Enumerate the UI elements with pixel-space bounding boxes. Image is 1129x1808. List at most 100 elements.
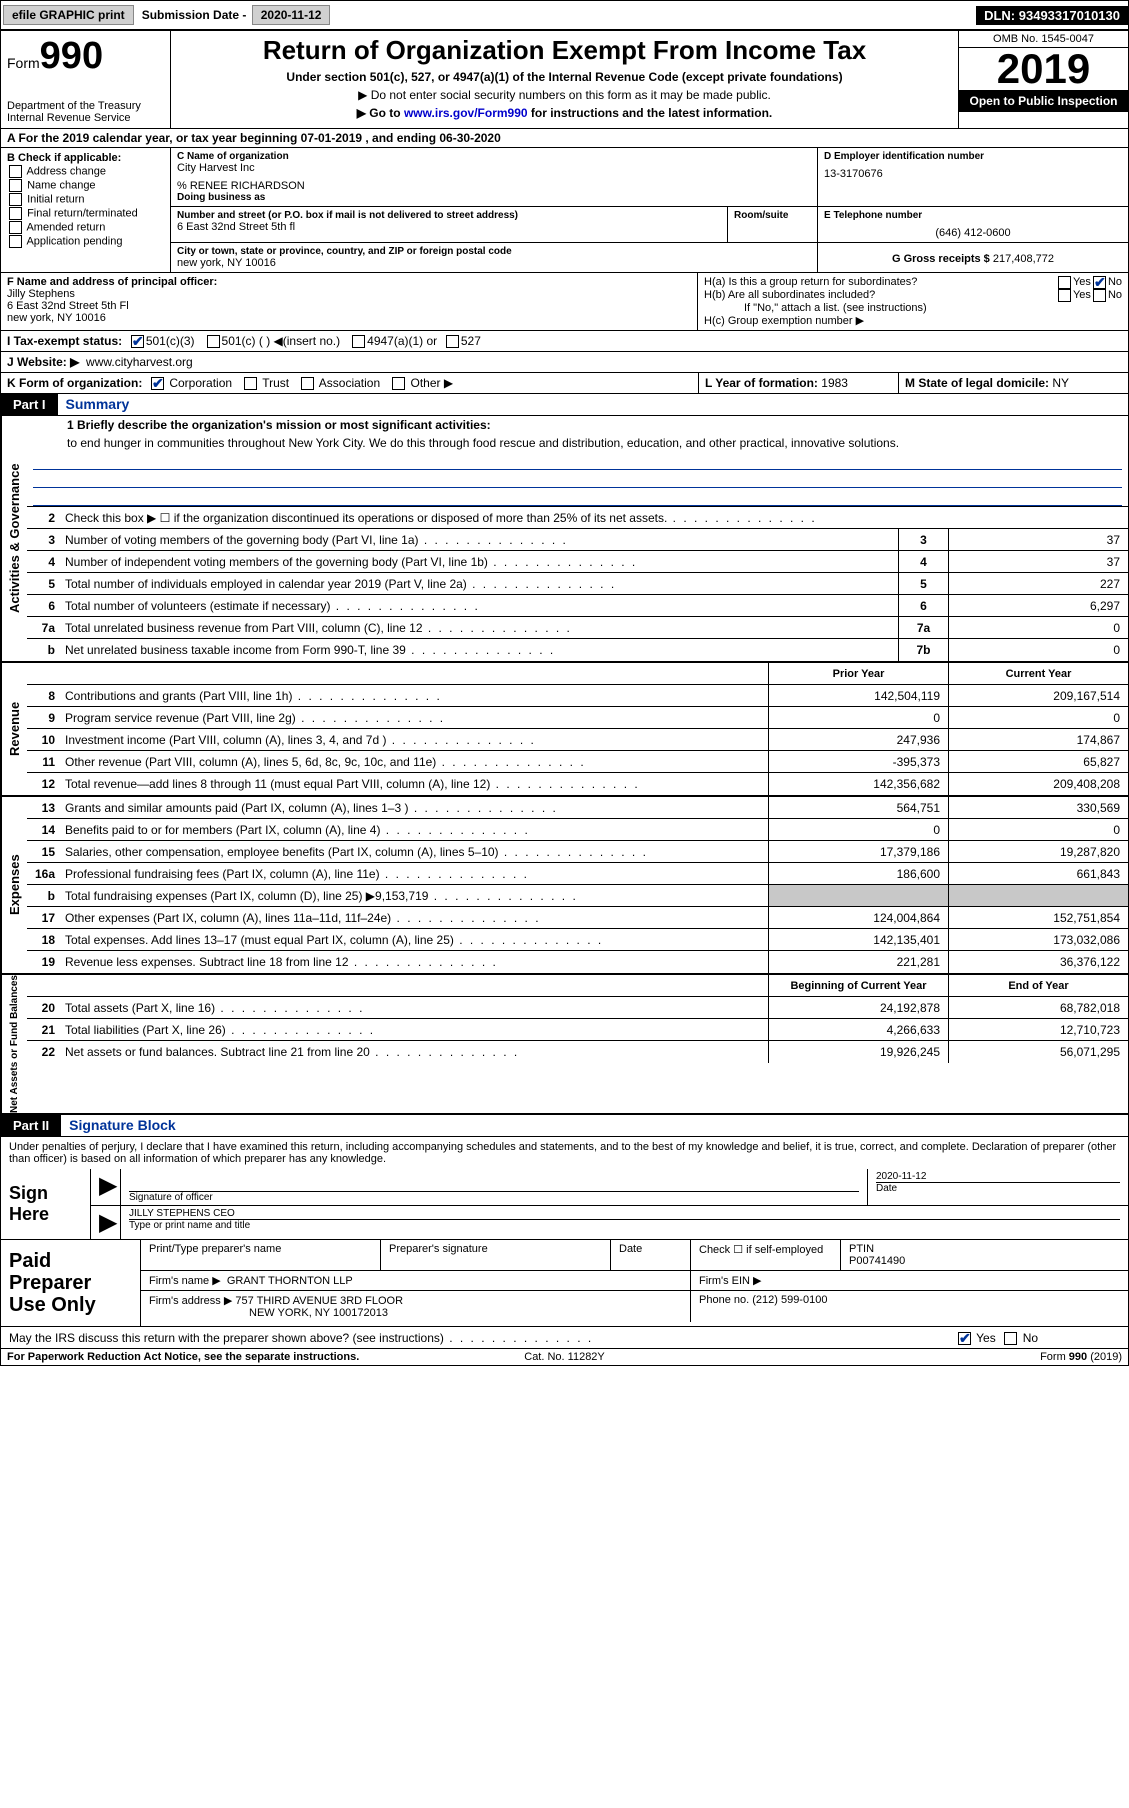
- table-row: 10Investment income (Part VIII, column (…: [27, 729, 1128, 751]
- table-row: bNet unrelated business taxable income f…: [27, 639, 1128, 661]
- firm-phone: (212) 599-0100: [752, 1294, 827, 1306]
- column-headers: Prior Year Current Year: [27, 663, 1128, 685]
- room-label: Room/suite: [734, 210, 811, 221]
- ptin-value: P00741490: [849, 1255, 905, 1267]
- table-row: bTotal fundraising expenses (Part IX, co…: [27, 885, 1128, 907]
- section-bcde: B Check if applicable: Address change Na…: [1, 148, 1128, 273]
- vtab-net-assets: Net Assets or Fund Balances: [1, 975, 27, 1113]
- officer-addr2: new york, NY 10016: [7, 312, 106, 324]
- table-row: 12Total revenue—add lines 8 through 11 (…: [27, 773, 1128, 795]
- paid-preparer-label: Paid Preparer Use Only: [1, 1240, 141, 1326]
- submission-label: Submission Date - 2020-11-12: [136, 1, 339, 29]
- revenue-section: Revenue Prior Year Current Year 8Contrib…: [1, 663, 1128, 797]
- paid-preparer-block: Paid Preparer Use Only Print/Type prepar…: [1, 1240, 1128, 1327]
- penalties-text: Under penalties of perjury, I declare th…: [1, 1137, 1128, 1169]
- name-title-label: Type or print name and title: [129, 1219, 1120, 1231]
- table-row: 22Net assets or fund balances. Subtract …: [27, 1041, 1128, 1063]
- part-2-header: Part IISignature Block: [1, 1115, 1128, 1137]
- top-bar: efile GRAPHIC print Submission Date - 20…: [0, 0, 1129, 30]
- ein-label: D Employer identification number: [824, 151, 1122, 162]
- table-row: 6Total number of volunteers (estimate if…: [27, 595, 1128, 617]
- phone-label: E Telephone number: [824, 210, 1122, 221]
- firm-ein-label: Firm's EIN ▶: [691, 1271, 1128, 1290]
- firm-addr1: 757 THIRD AVENUE 3RD FLOOR: [235, 1295, 403, 1307]
- footer: For Paperwork Reduction Act Notice, see …: [1, 1349, 1128, 1365]
- form-number: Form990: [7, 35, 164, 78]
- officer-sig-name: JILLY STEPHENS CEO: [129, 1208, 1120, 1219]
- table-row: 21Total liabilities (Part X, line 26)4,2…: [27, 1019, 1128, 1041]
- section-fh: F Name and address of principal officer:…: [1, 273, 1128, 331]
- website-value: www.cityharvest.org: [86, 355, 193, 369]
- hc-label: H(c) Group exemption number ▶: [704, 314, 1122, 327]
- self-employed-label: Check ☐ if self-employed: [691, 1240, 841, 1270]
- subtitle-1: Under section 501(c), 527, or 4947(a)(1)…: [177, 70, 952, 84]
- vtab-revenue: Revenue: [1, 663, 27, 795]
- hb-label: H(b) Are all subordinates included?: [704, 289, 1056, 302]
- street-address: 6 East 32nd Street 5th fl: [177, 221, 721, 233]
- dln-label: DLN: 93493317010130: [976, 6, 1128, 25]
- ha-label: H(a) Is this a group return for subordin…: [704, 276, 1056, 289]
- sign-here-label: Sign Here: [1, 1169, 91, 1239]
- table-row: 11Other revenue (Part VIII, column (A), …: [27, 751, 1128, 773]
- part-1-header: Part ISummary: [1, 394, 1128, 416]
- table-row: 13Grants and similar amounts paid (Part …: [27, 797, 1128, 819]
- form-990: Form990 Department of the Treasury Inter…: [0, 30, 1129, 1366]
- table-row: 16aProfessional fundraising fees (Part I…: [27, 863, 1128, 885]
- submission-date-button[interactable]: 2020-11-12: [252, 5, 331, 25]
- efile-button[interactable]: efile GRAPHIC print: [3, 5, 134, 25]
- open-to-public: Open to Public Inspection: [959, 90, 1128, 112]
- care-of: % RENEE RICHARDSON: [177, 180, 811, 192]
- preparer-sig-label: Preparer's signature: [381, 1240, 611, 1270]
- form-of-org-label: K Form of organization:: [7, 376, 142, 390]
- prep-date-label: Date: [611, 1240, 691, 1270]
- table-row: 8Contributions and grants (Part VIII, li…: [27, 685, 1128, 707]
- sign-date: 2020-11-12: [876, 1171, 1120, 1182]
- section-klm: K Form of organization: Corporation Trus…: [1, 373, 1128, 394]
- tax-year: 2019: [959, 48, 1128, 90]
- table-row: 19Revenue less expenses. Subtract line 1…: [27, 951, 1128, 973]
- irs-link[interactable]: www.irs.gov/Form990: [404, 106, 528, 120]
- phone-value: (646) 412-0600: [824, 227, 1122, 239]
- row-a-period: A For the 2019 calendar year, or tax yea…: [1, 129, 1128, 148]
- table-row: 14Benefits paid to or for members (Part …: [27, 819, 1128, 841]
- firm-name: GRANT THORNTON LLP: [227, 1275, 353, 1287]
- activities-governance: Activities & Governance 1 Briefly descri…: [1, 416, 1128, 663]
- gross-receipts-value: 217,408,772: [993, 253, 1054, 265]
- mission-text: to end hunger in communities throughout …: [27, 434, 1128, 452]
- city-value: new york, NY 10016: [177, 257, 811, 269]
- hb-note: If "No," attach a list. (see instruction…: [704, 302, 1122, 314]
- subtitle-3: ▶ Go to www.irs.gov/Form990 for instruct…: [177, 106, 952, 120]
- form-title: Return of Organization Exempt From Incom…: [177, 35, 952, 66]
- dept-label: Department of the Treasury Internal Reve…: [7, 100, 164, 124]
- sign-here-block: Sign Here ▶ Signature of officer 2020-11…: [1, 1169, 1128, 1240]
- org-name: City Harvest Inc: [177, 162, 811, 174]
- table-row: 2Check this box ▶ ☐ if the organization …: [27, 507, 1128, 529]
- form-header: Form990 Department of the Treasury Inter…: [1, 31, 1128, 129]
- table-row: 7aTotal unrelated business revenue from …: [27, 617, 1128, 639]
- net-assets-section: Net Assets or Fund Balances Beginning of…: [1, 975, 1128, 1115]
- box-b: B Check if applicable: Address change Na…: [1, 148, 171, 272]
- table-row: 20Total assets (Part X, line 16)24,192,8…: [27, 997, 1128, 1019]
- table-row: 17Other expenses (Part IX, column (A), l…: [27, 907, 1128, 929]
- table-row: 15Salaries, other compensation, employee…: [27, 841, 1128, 863]
- officer-addr1: 6 East 32nd Street 5th Fl: [7, 300, 129, 312]
- vtab-governance: Activities & Governance: [1, 416, 27, 661]
- dba-label: Doing business as: [177, 192, 811, 203]
- org-name-label: C Name of organization: [177, 151, 811, 162]
- firm-addr2: NEW YORK, NY 100172013: [149, 1307, 388, 1319]
- preparer-name-label: Print/Type preparer's name: [141, 1240, 381, 1270]
- table-row: 18Total expenses. Add lines 13–17 (must …: [27, 929, 1128, 951]
- table-row: 5Total number of individuals employed in…: [27, 573, 1128, 595]
- city-label: City or town, state or province, country…: [177, 246, 811, 257]
- officer-label: F Name and address of principal officer:: [7, 276, 217, 288]
- table-row: 9Program service revenue (Part VIII, lin…: [27, 707, 1128, 729]
- subtitle-2: ▶ Do not enter social security numbers o…: [177, 88, 952, 102]
- discuss-row: May the IRS discuss this return with the…: [1, 1327, 1128, 1349]
- table-row: 4Number of independent voting members of…: [27, 551, 1128, 573]
- expenses-section: Expenses 13Grants and similar amounts pa…: [1, 797, 1128, 975]
- table-row: 3Number of voting members of the governi…: [27, 529, 1128, 551]
- section-ij: I Tax-exempt status: 501(c)(3) 501(c) ( …: [1, 331, 1128, 373]
- addr-label: Number and street (or P.O. box if mail i…: [177, 210, 721, 221]
- gross-receipts-label: G Gross receipts $: [892, 253, 990, 265]
- tax-status-label: I Tax-exempt status:: [7, 334, 122, 348]
